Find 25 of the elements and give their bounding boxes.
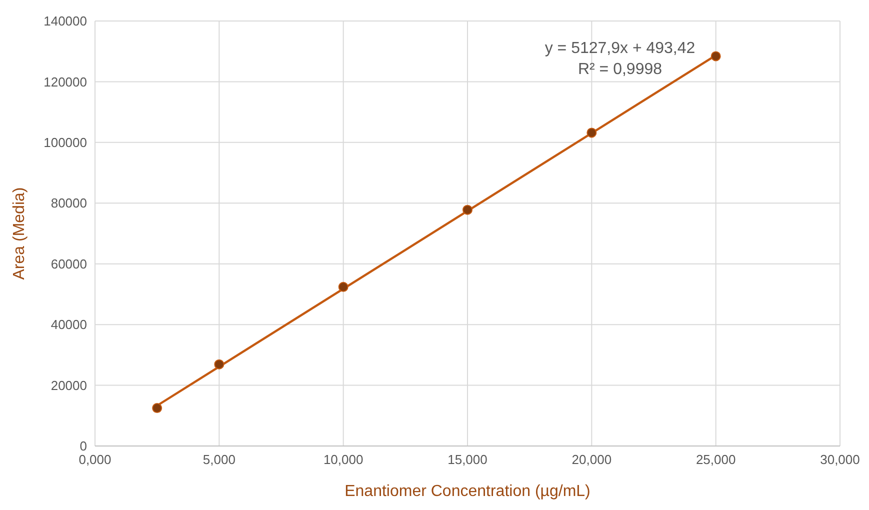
point — [338, 282, 348, 292]
annotation: R² = 0,9998 — [578, 61, 662, 78]
point — [214, 359, 224, 370]
y-tick-label: 120000 — [44, 74, 87, 90]
y-tick-label: 20000 — [50, 378, 87, 393]
point — [710, 51, 721, 62]
x-tick-label: 20,000 — [572, 452, 612, 467]
x-axis-title: Enantiomer Concentration (µg/mL) — [344, 483, 590, 500]
y-tick-label: 140000 — [44, 14, 87, 29]
y-tick-label: 80000 — [50, 196, 87, 211]
point — [586, 128, 597, 138]
x-tick-label: 10,000 — [323, 452, 364, 467]
x-tick-label: 15,000 — [448, 452, 488, 467]
annotation: y = 5127,9x + 493,42 — [544, 40, 696, 57]
y-axis-title: Area (Media) — [11, 187, 28, 280]
x-tick-label: 30,000 — [820, 452, 860, 467]
point — [152, 403, 162, 414]
x-tick-label: 5,000 — [202, 452, 236, 467]
y-tick-label: 40000 — [50, 317, 87, 332]
y-tick-label: 0 — [80, 438, 87, 454]
y-tick-label: 60000 — [50, 256, 87, 272]
x-tick-label: 0,000 — [78, 452, 112, 467]
y-tick-label: 100000 — [44, 134, 87, 150]
point — [462, 204, 472, 215]
x-tick-label: 25,000 — [696, 452, 736, 467]
